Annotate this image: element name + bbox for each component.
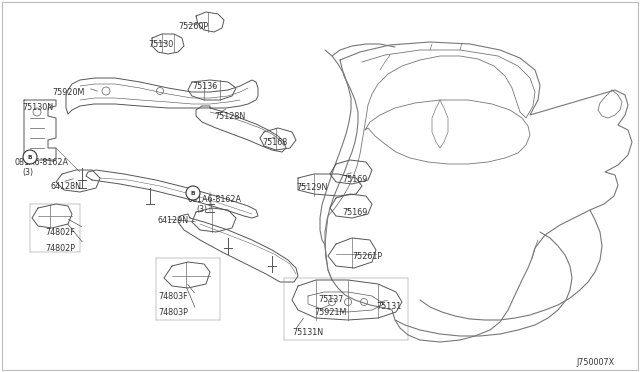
Text: B: B — [28, 154, 32, 160]
Text: 75131: 75131 — [376, 302, 401, 311]
Text: 75920M: 75920M — [52, 88, 84, 97]
Text: 081A6-8162A: 081A6-8162A — [188, 195, 242, 204]
Text: 74802P: 74802P — [45, 244, 75, 253]
Text: 75136: 75136 — [192, 82, 217, 91]
Text: (3): (3) — [196, 205, 207, 214]
Text: 75169: 75169 — [342, 175, 367, 184]
Text: 75130: 75130 — [148, 40, 173, 49]
Text: 75131N: 75131N — [292, 328, 323, 337]
Text: 75921M: 75921M — [314, 308, 346, 317]
Text: 74803F: 74803F — [158, 292, 188, 301]
Text: 75169: 75169 — [342, 208, 367, 217]
Text: 75168: 75168 — [262, 138, 287, 147]
Text: 74802F: 74802F — [45, 228, 75, 237]
Text: 74803P: 74803P — [158, 308, 188, 317]
Text: 75130N: 75130N — [22, 103, 53, 112]
Text: J750007X: J750007X — [576, 358, 614, 367]
Circle shape — [23, 150, 37, 164]
Circle shape — [186, 186, 200, 200]
Text: 64129N: 64129N — [158, 216, 189, 225]
Text: B: B — [191, 190, 195, 196]
Text: 75129N: 75129N — [296, 183, 328, 192]
Text: 081A6-8162A: 081A6-8162A — [14, 158, 68, 167]
Text: 75137: 75137 — [318, 295, 344, 304]
Text: 75260P: 75260P — [178, 22, 208, 31]
Text: 75128N: 75128N — [214, 112, 245, 121]
Text: 64128N: 64128N — [50, 182, 81, 191]
Text: (3): (3) — [22, 168, 33, 177]
Text: 75261P: 75261P — [352, 252, 382, 261]
